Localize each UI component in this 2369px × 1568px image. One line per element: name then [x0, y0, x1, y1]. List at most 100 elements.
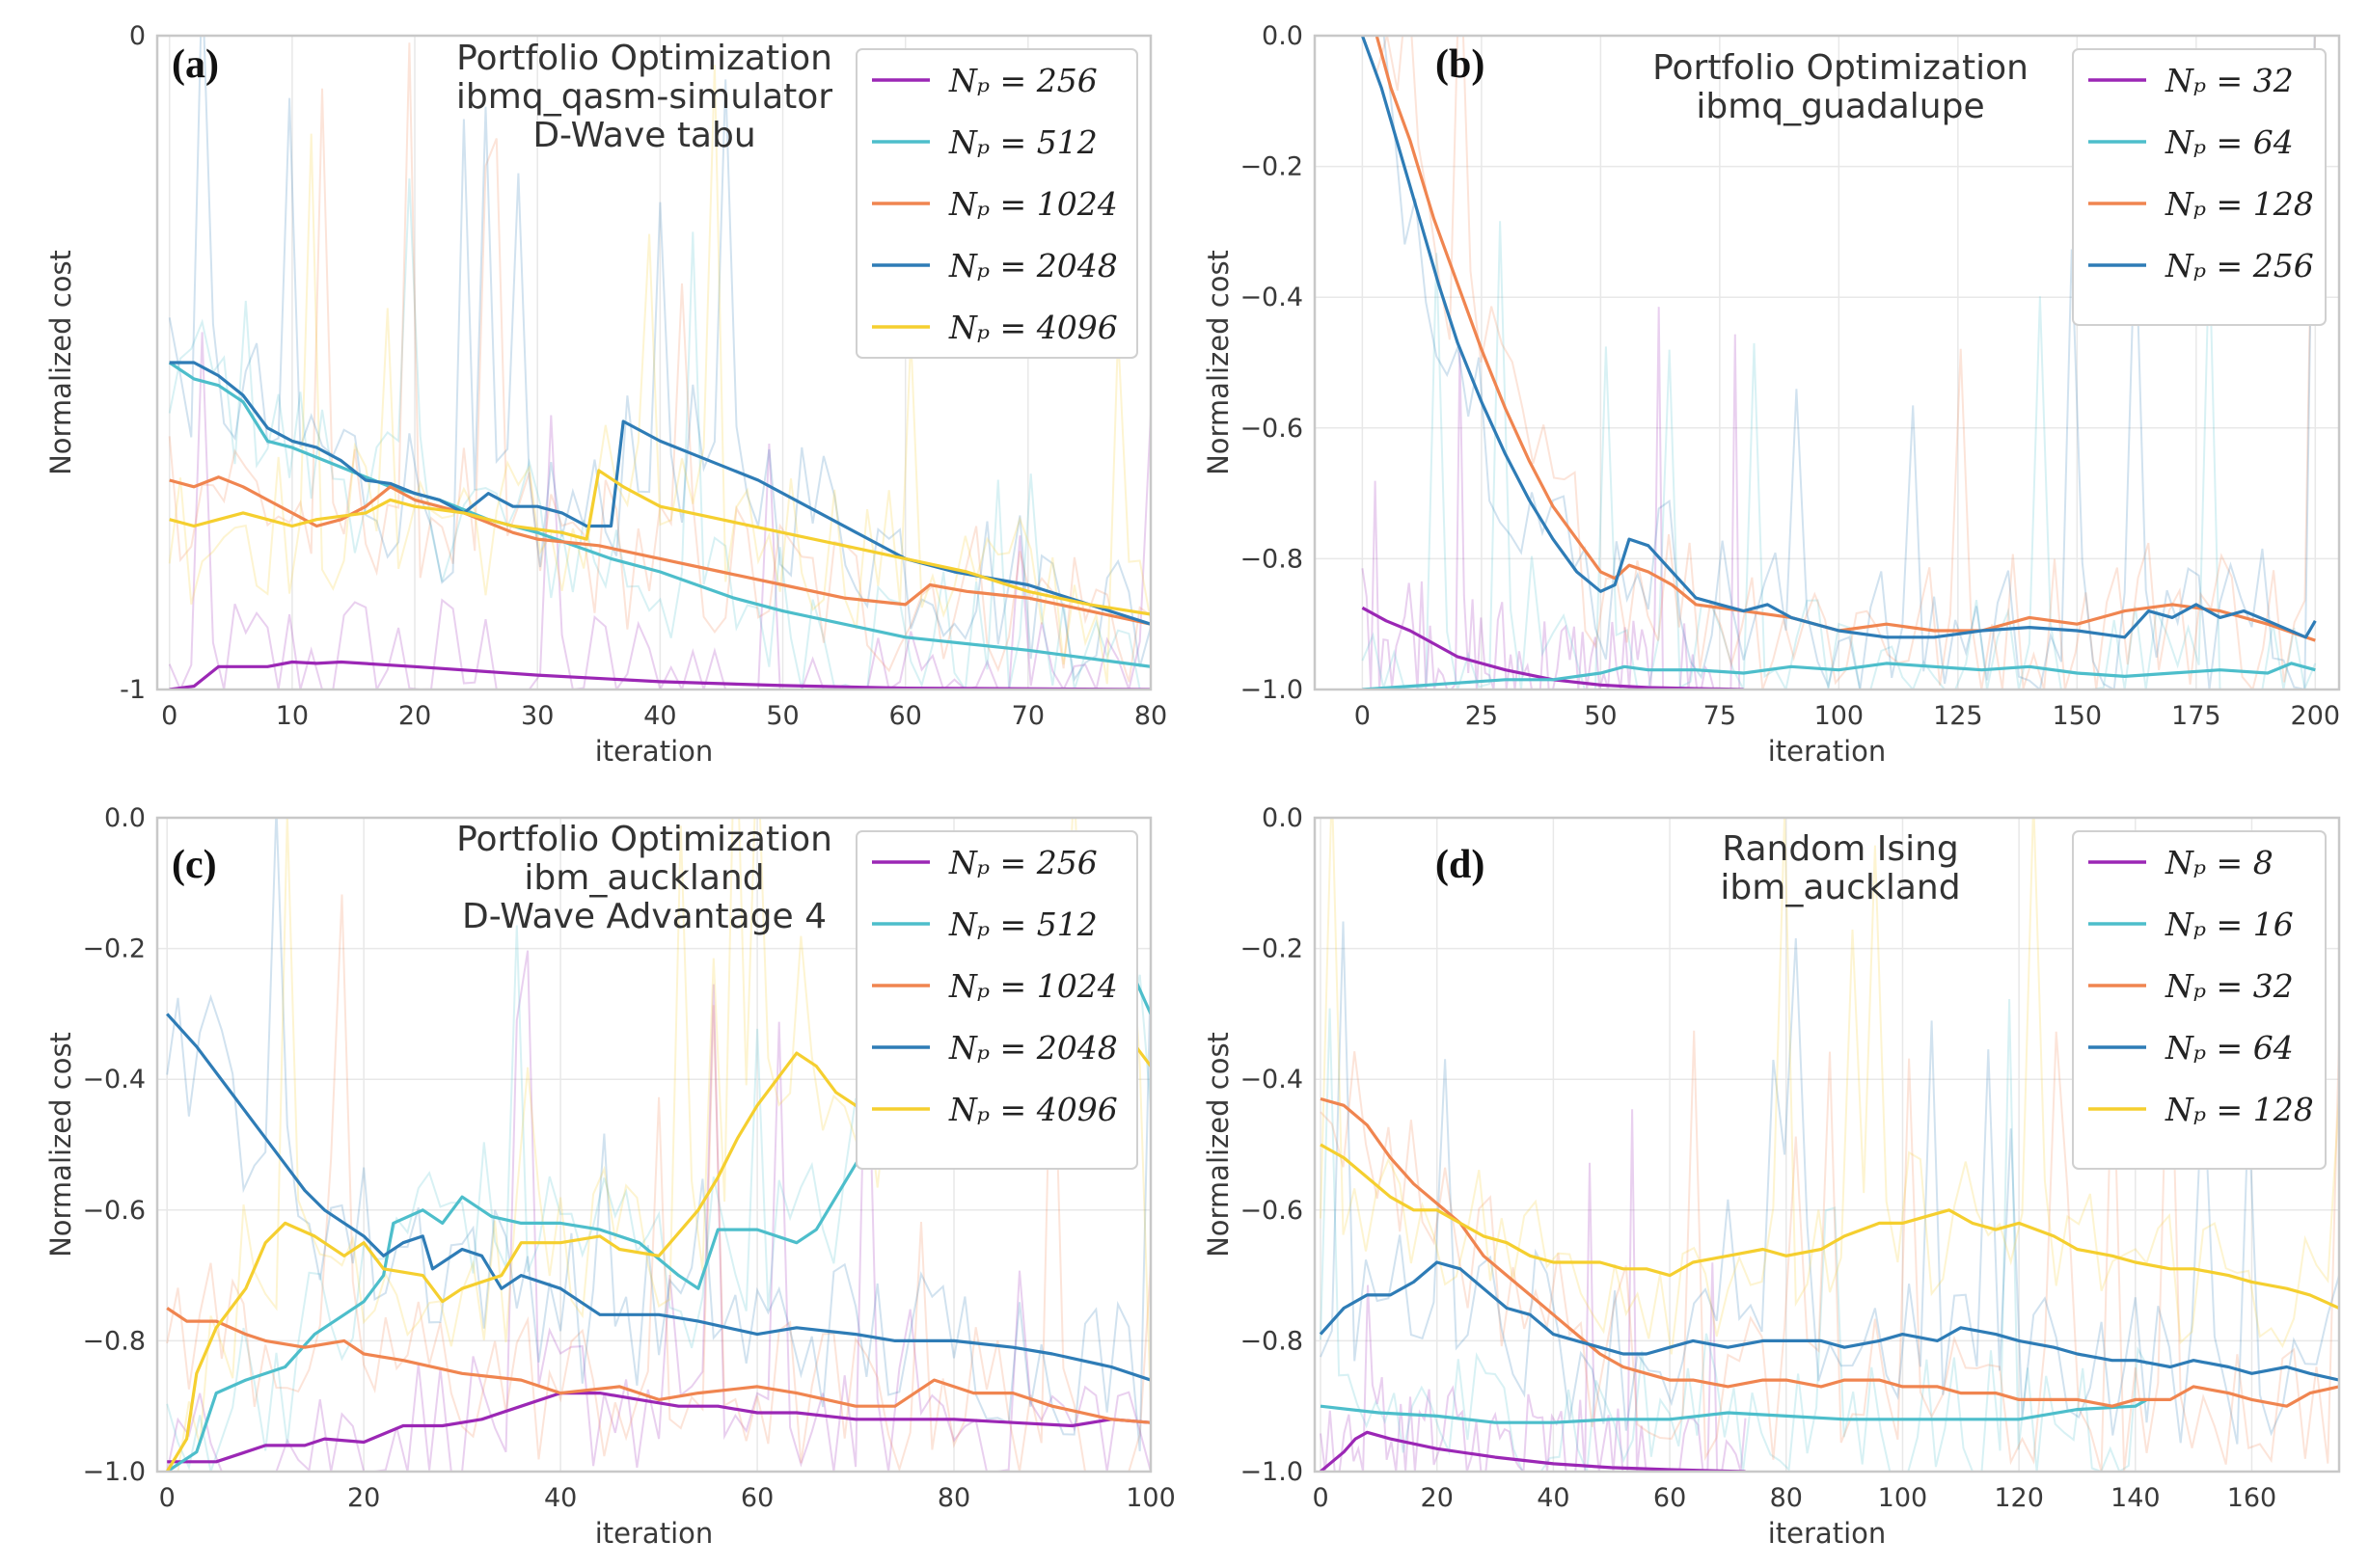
series-line [1319, 1260, 2339, 1382]
y-tick-label: 0.0 [1262, 803, 1303, 833]
panel-label: (c) [172, 843, 217, 887]
legend-entry: Nₚ = 4096 [948, 1091, 1118, 1128]
x-tick-label: 60 [888, 701, 921, 731]
y-tick-label: −0.6 [82, 1196, 146, 1226]
series-line [1360, 36, 2317, 639]
x-tick-label: 100 [1878, 1483, 1928, 1513]
y-tick-label: 0 [129, 21, 146, 51]
x-tick-label: 160 [2227, 1483, 2277, 1513]
y-tick-label: −0.4 [82, 1065, 146, 1095]
raw-trace [166, 894, 1151, 1472]
x-tick-label: 20 [398, 701, 431, 731]
y-tick-label: −0.8 [1239, 1326, 1303, 1356]
x-tick-label: 80 [1770, 1483, 1803, 1513]
x-tick-label: 25 [1465, 701, 1498, 731]
x-tick-label: 0 [1354, 701, 1371, 731]
x-tick-label: 100 [1814, 701, 1865, 731]
series-line [169, 660, 1151, 689]
x-tick-label: 40 [1537, 1483, 1569, 1513]
series-line [166, 1013, 1151, 1382]
x-tick-label: 10 [276, 701, 309, 731]
y-tick-label: −0.8 [1239, 544, 1303, 574]
legend-entry: Nₚ = 64 [2165, 123, 2294, 161]
x-tick-label: 30 [521, 701, 554, 731]
x-tick-label: 200 [2291, 701, 2341, 731]
panel-label: (b) [1435, 42, 1484, 87]
x-tick-label: 40 [544, 1483, 577, 1513]
x-tick-label: 0 [1312, 1483, 1328, 1513]
x-tick-label: 80 [938, 1483, 970, 1513]
series-line [169, 469, 1151, 616]
legend-box [856, 48, 1138, 359]
panel-title-line: Portfolio Optimization [1652, 48, 2029, 88]
panel-a: 0 10 20 30 40 50 60 70 80 -1 0 iteration Normalized … [44, 21, 1167, 768]
legend-entry: Nₚ = 2048 [948, 247, 1118, 284]
raw-trace [166, 950, 1151, 1472]
x-tick-label: 40 [643, 701, 676, 731]
x-tick-label: 140 [2110, 1483, 2161, 1513]
panel-title-line: ibmq_guadalupe [1696, 87, 1984, 126]
x-tick-label: 150 [2053, 701, 2103, 731]
legend: Nₚ = 256 Nₚ = 512 Nₚ = 1024 Nₚ = 2048 Nₚ = 4… [856, 830, 1138, 1170]
x-tick-label: 20 [1421, 1483, 1454, 1513]
raw-trace [166, 818, 1151, 1451]
legend-entry: Nₚ = 4096 [948, 309, 1118, 346]
y-axis-label: Normalized cost [44, 1032, 77, 1257]
panel-title-line: D-Wave tabu [532, 116, 755, 155]
x-axis-label: iteration [1768, 1517, 1887, 1550]
series-line [1320, 1143, 2339, 1310]
raw-trace [168, 65, 1151, 685]
legend-entry: Nₚ = 256 [948, 844, 1098, 881]
legend-entry: Nₚ = 16 [2165, 906, 2294, 943]
panel-label: (a) [172, 42, 219, 87]
panel-label: (d) [1435, 843, 1484, 887]
series-line [1320, 1398, 2148, 1424]
x-tick-label: 20 [347, 1483, 380, 1513]
legend-box [856, 830, 1138, 1170]
x-tick-label: 50 [766, 701, 799, 731]
legend-entry: Nₚ = 1024 [948, 967, 1118, 1005]
y-tick-label: 0.0 [1262, 21, 1303, 51]
x-axis-label: iteration [1768, 735, 1887, 768]
panel-title-line: Portfolio Optimization [456, 39, 832, 78]
legend: Nₚ = 256 Nₚ = 512 Nₚ = 1024 Nₚ = 2048 Nₚ = 4… [856, 48, 1138, 359]
y-tick-label: −0.6 [1239, 414, 1303, 444]
legend-entry: Nₚ = 32 [2165, 967, 2294, 1005]
series-line [1375, 36, 2316, 642]
x-tick-label: 0 [159, 1483, 176, 1513]
y-tick-label: -1 [120, 675, 146, 705]
y-tick-label: −0.2 [1239, 152, 1303, 182]
series-line [169, 361, 1151, 626]
legend-entry: Nₚ = 1024 [948, 185, 1118, 223]
axes-frame [1313, 816, 2341, 1473]
series-line [166, 1307, 1151, 1424]
raw-trace [168, 178, 1151, 689]
legend-entry: Nₚ = 128 [2165, 1091, 2314, 1128]
y-axis-label: Normalized cost [44, 250, 77, 475]
y-tick-label: −1.0 [82, 1457, 146, 1487]
panel-title-line: ibm_auckland [524, 858, 764, 898]
panel-c: 0 20 40 60 80 100 −1.0 −0.8 −0.6 −0.4 −0.2 0.0 itera… [44, 803, 1176, 1550]
panel-title-line: ibm_auckland [1720, 868, 1960, 907]
y-axis-label: Normalized cost [1202, 250, 1235, 475]
legend-entry: Nₚ = 256 [948, 62, 1098, 99]
series-line [167, 1392, 1151, 1464]
y-tick-label: −1.0 [1239, 1457, 1303, 1487]
panel-title-line: ibmq_qasm-simulator [456, 77, 832, 117]
y-tick-label: −0.2 [82, 934, 146, 964]
raw-trace [168, 332, 1151, 689]
series-line [1362, 662, 2316, 689]
legend-entry: Nₚ = 2048 [948, 1029, 1118, 1067]
x-axis-label: iteration [595, 735, 714, 768]
legend-box [2072, 48, 2327, 326]
raw-trace [1320, 1109, 1747, 1472]
axes-frame [1313, 34, 2341, 691]
x-tick-label: 70 [1012, 701, 1045, 731]
panel-title-line: D-Wave Advantage 4 [462, 897, 827, 936]
y-tick-label: −0.6 [1239, 1196, 1303, 1226]
y-tick-label: −1.0 [1239, 675, 1303, 705]
legend: Nₚ = 32 Nₚ = 64 Nₚ = 128 Nₚ = 256 [2072, 48, 2327, 326]
x-axis-label: iteration [595, 1517, 714, 1550]
x-tick-label: 60 [1653, 1483, 1686, 1513]
